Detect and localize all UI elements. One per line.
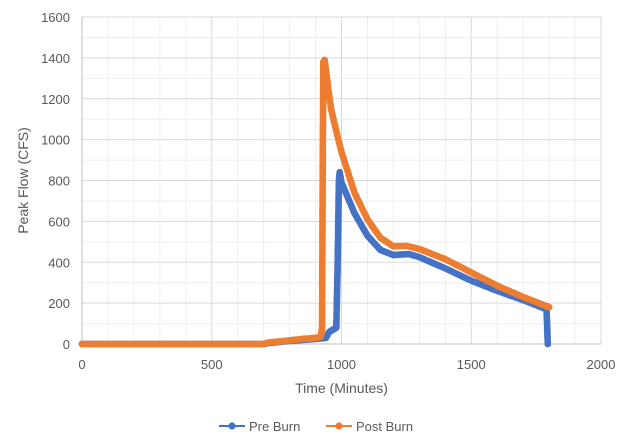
legend-item: Pre Burn bbox=[219, 419, 300, 434]
x-tick-label: 0 bbox=[78, 357, 85, 372]
legend-marker bbox=[228, 422, 236, 430]
data-point bbox=[545, 303, 553, 311]
series-line bbox=[82, 172, 549, 345]
x-axis-title: Time (Minutes) bbox=[295, 380, 388, 396]
y-axis-title: Peak Flow (CFS) bbox=[15, 127, 31, 234]
x-tick-label: 2000 bbox=[587, 357, 616, 372]
legend-label: Pre Burn bbox=[249, 419, 300, 434]
axes: 0 500 1000 1500 2000 0 200 400 600 800 1000 1200 140… bbox=[41, 10, 615, 372]
y-tick-label: 1000 bbox=[41, 133, 70, 148]
series-1 bbox=[78, 168, 552, 348]
legend-label: Post Burn bbox=[356, 419, 413, 434]
series-2 bbox=[78, 56, 553, 348]
y-tick-label: 1600 bbox=[41, 10, 70, 25]
y-tick-label: 1400 bbox=[41, 51, 70, 66]
data-point bbox=[544, 340, 552, 348]
y-tick-label: 0 bbox=[63, 337, 70, 352]
y-tick-label: 200 bbox=[48, 296, 70, 311]
y-tick-label: 600 bbox=[48, 214, 70, 229]
x-tick-label: 1500 bbox=[457, 357, 486, 372]
y-tick-label: 1200 bbox=[41, 92, 70, 107]
y-tick-label: 400 bbox=[48, 255, 70, 270]
series bbox=[78, 56, 553, 348]
x-tick-label: 500 bbox=[201, 357, 223, 372]
legend-marker bbox=[335, 422, 343, 430]
legend: Pre Burn Post Burn bbox=[219, 419, 413, 434]
legend-item: Post Burn bbox=[326, 419, 413, 434]
y-tick-label: 800 bbox=[48, 174, 70, 189]
x-tick-label: 1000 bbox=[327, 357, 356, 372]
